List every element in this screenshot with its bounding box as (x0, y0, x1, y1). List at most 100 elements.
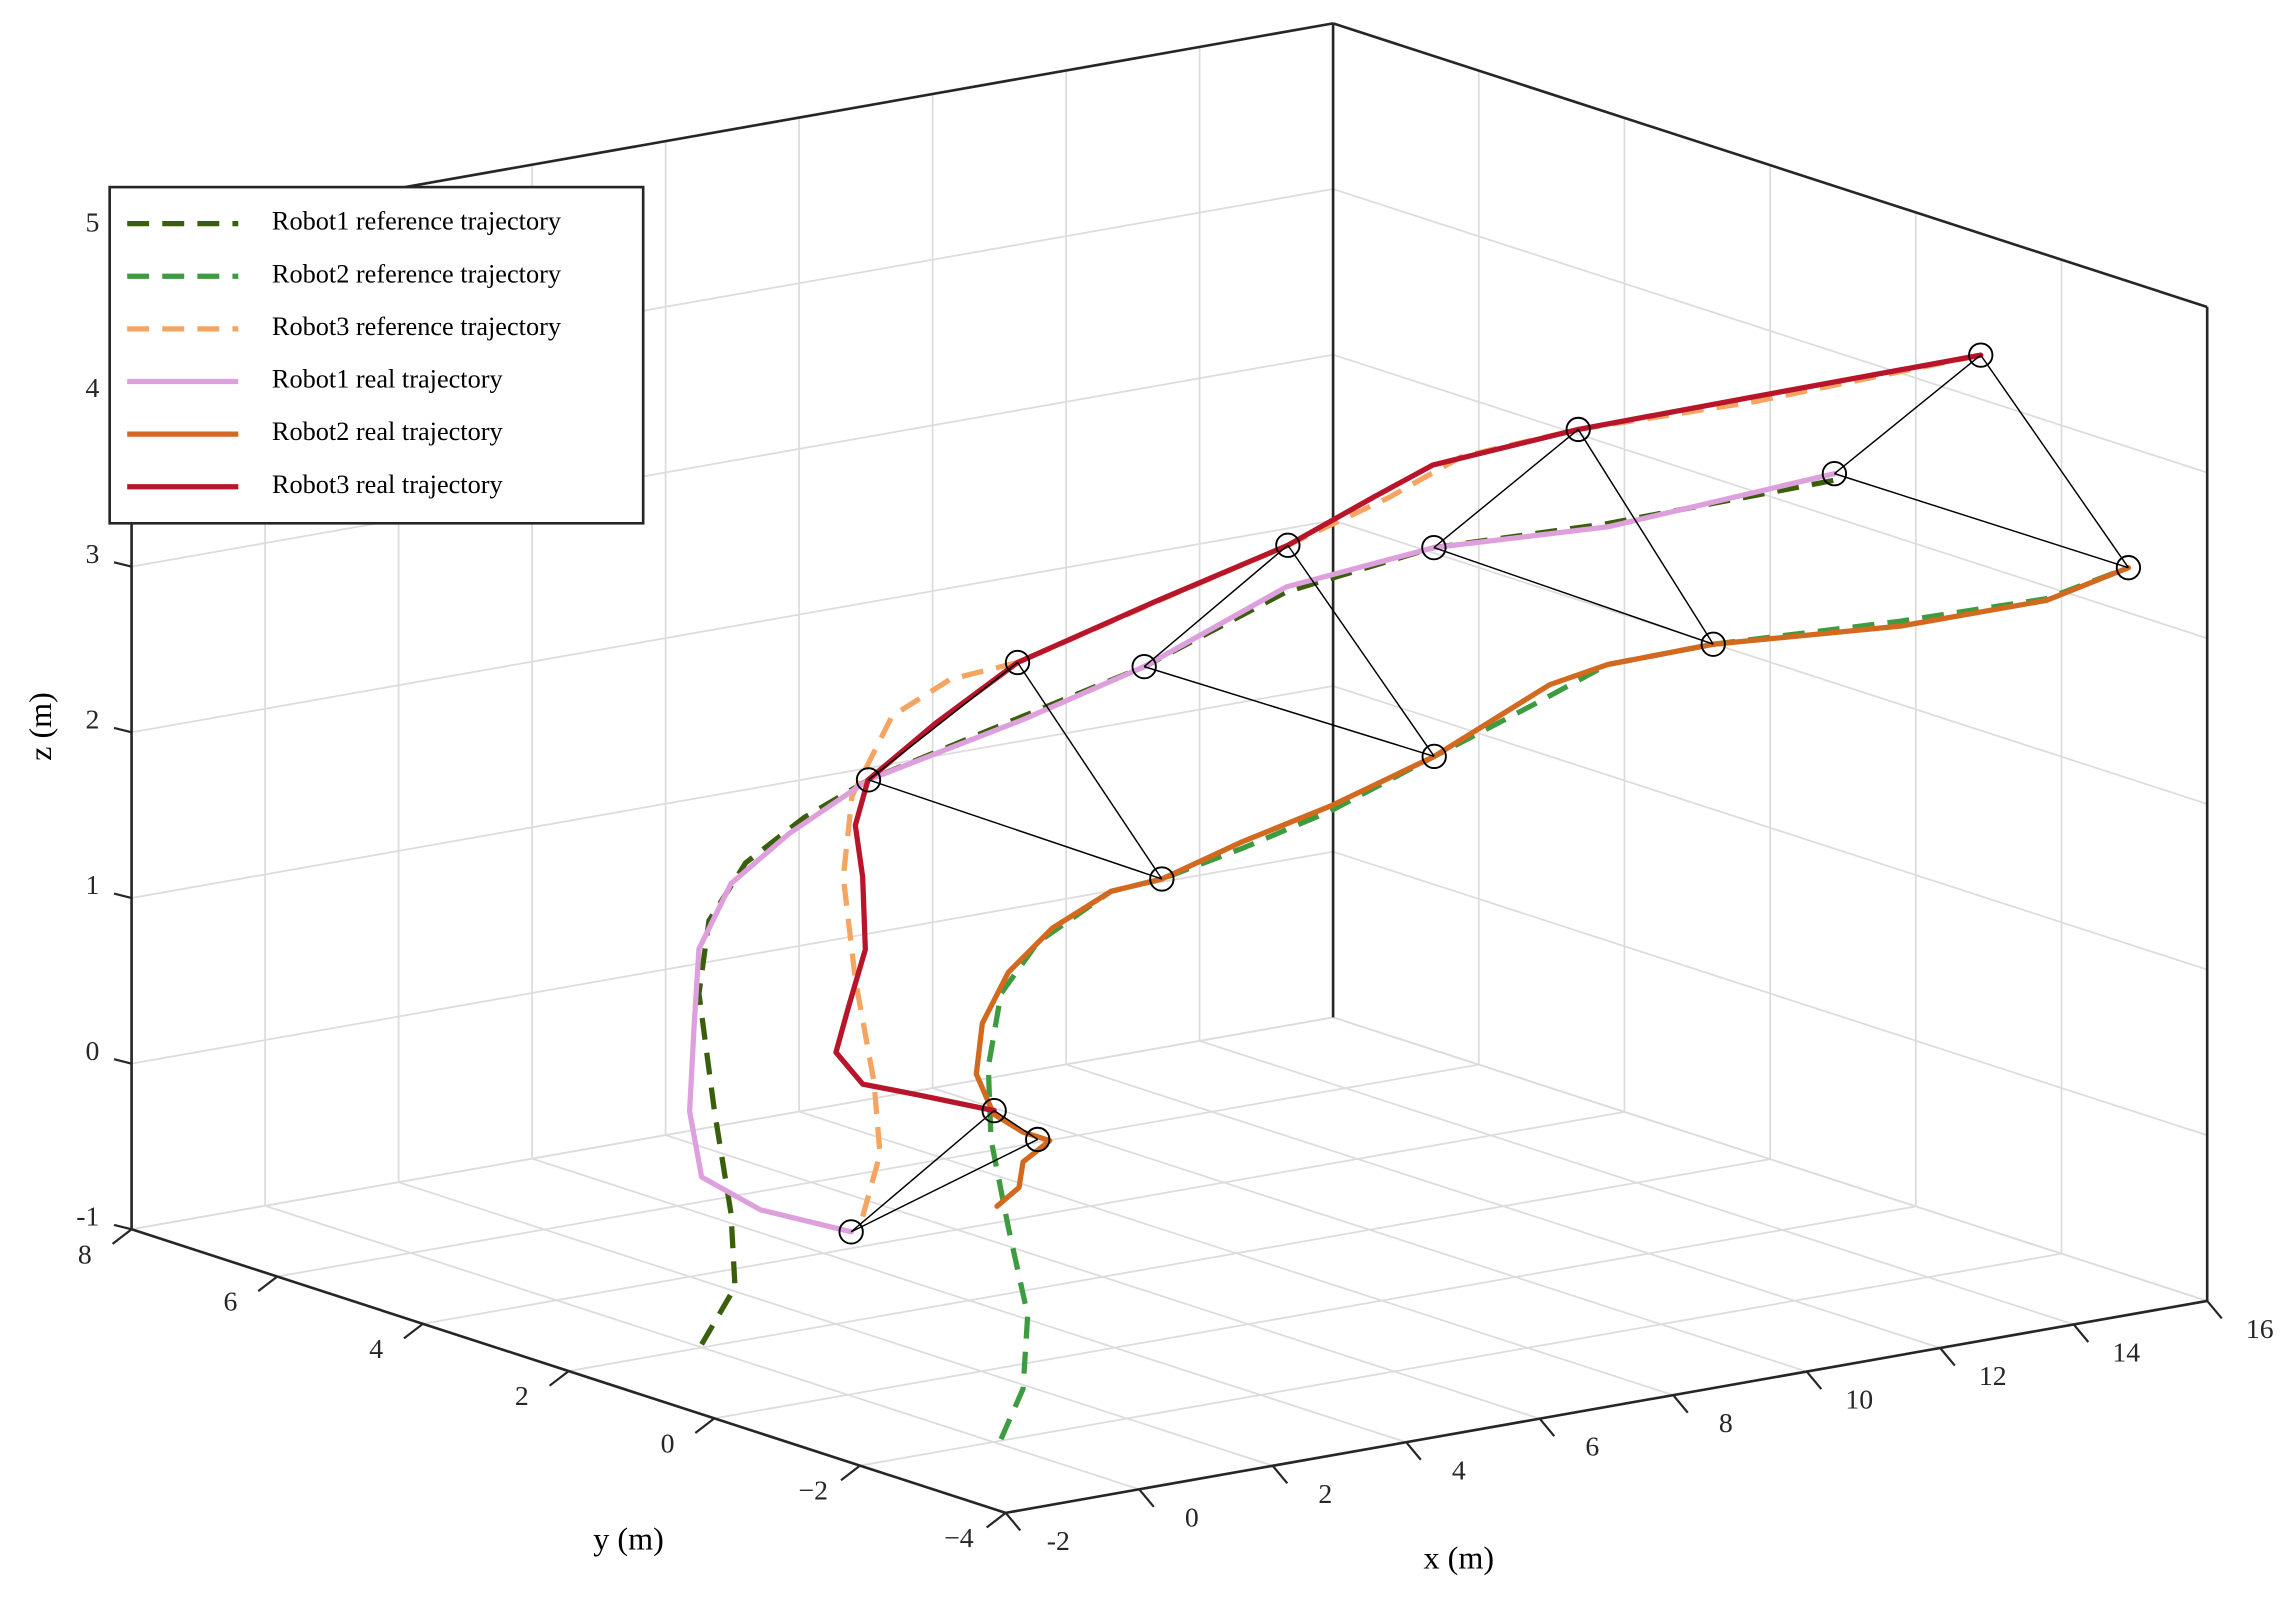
z-tick-label: -1 (76, 1201, 99, 1232)
robot-marker (1700, 631, 1726, 657)
x-tick (1138, 1488, 1155, 1508)
robot-marker (855, 767, 882, 793)
z-tick-label: 4 (86, 373, 100, 404)
trajectory-line (985, 565, 2130, 1441)
legend-label: Robot3 reference trajectory (272, 312, 562, 341)
z-tick-label: 5 (86, 207, 100, 238)
x-tick (1939, 1347, 1956, 1367)
z-tick (113, 1223, 132, 1231)
grid-line (131, 353, 1334, 568)
y-tick (986, 1511, 1007, 1529)
grid-line (1332, 685, 2208, 971)
z-tick-label: 3 (86, 539, 100, 570)
y-axis-label: y (m) (593, 1520, 664, 1556)
x-tick-label: 8 (1719, 1408, 1733, 1439)
grid-line (568, 1158, 1771, 1372)
x-tick-label: -2 (1047, 1526, 1070, 1557)
formation-link (993, 1110, 1039, 1141)
y-tick (257, 1275, 278, 1293)
x-tick-label: 4 (1452, 1455, 1466, 1486)
robot-marker (1421, 743, 1447, 770)
legend-label: Robot3 real trajectory (272, 470, 504, 499)
grid-line (859, 1252, 2062, 1467)
grid-line (1332, 1016, 2208, 1302)
grid-line (131, 685, 1334, 899)
formation-link (1143, 544, 1289, 668)
grid-line (422, 1111, 1625, 1325)
x-tick (1004, 1512, 1022, 1532)
x-tick (1805, 1370, 1823, 1390)
formation-link (1287, 544, 1435, 757)
formation-link (850, 1110, 995, 1233)
trajectory-line (840, 352, 1982, 1218)
robot-marker (1004, 649, 1031, 676)
robot-marker (1421, 534, 1447, 561)
formation-link (1433, 428, 1579, 549)
formation-link (850, 1138, 1039, 1233)
robot-marker (1025, 1126, 1051, 1153)
z-tick-label: 2 (86, 704, 100, 735)
x-tick-label: 14 (2112, 1338, 2140, 1369)
formation-link (1833, 354, 1982, 475)
axis-line (131, 1228, 1007, 1515)
legend-label: Robot2 real trajectory (272, 417, 504, 446)
x-tick (1672, 1394, 1689, 1414)
y-tick-label: −4 (944, 1523, 974, 1554)
z-tick-label: 1 (86, 870, 100, 901)
y-tick-label: 6 (224, 1287, 238, 1318)
grid-line (1332, 850, 2208, 1137)
robot-marker (838, 1219, 864, 1245)
robot-marker (1565, 416, 1591, 443)
x-tick (1271, 1465, 1289, 1485)
y-tick (111, 1228, 133, 1245)
y-tick-label: 8 (78, 1239, 92, 1270)
z-tick (113, 561, 132, 568)
y-tick-label: 4 (369, 1334, 383, 1365)
robot-marker (1275, 532, 1301, 558)
x-tick (2072, 1323, 2090, 1343)
z-tick (113, 892, 132, 900)
legend-label: Robot1 real trajectory (272, 365, 504, 394)
grid-line (1332, 519, 2208, 805)
x-tick (1538, 1417, 1556, 1437)
z-tick (113, 1058, 132, 1065)
x-tick-label: 0 (1185, 1502, 1199, 1533)
robot-marker (1968, 342, 1994, 368)
y-tick-label: 0 (661, 1428, 675, 1459)
axis-line (1332, 22, 2208, 309)
robot-marker (2115, 555, 2142, 581)
formation-link (1433, 546, 1714, 645)
legend-box (108, 185, 645, 525)
z-axis-label: z (m) (22, 692, 58, 761)
legend: Robot1 reference trajectory Robot2 refere… (108, 185, 645, 525)
x-tick-label: 6 (1585, 1432, 1599, 1463)
x-tick-label: 12 (1979, 1361, 2007, 1392)
formation-link (1143, 665, 1435, 758)
z-tick (113, 726, 132, 734)
formation-link (868, 779, 1163, 880)
y-tick (694, 1417, 715, 1434)
grid-line (131, 1016, 1334, 1231)
grid-line (1332, 188, 2208, 474)
y-tick-label: −2 (798, 1476, 828, 1507)
grid-line (131, 519, 1334, 734)
trajectory-line (696, 477, 1835, 1346)
x-tick-label: 2 (1318, 1479, 1332, 1510)
formation-link (868, 661, 1018, 781)
plot-area (686, 342, 2142, 1441)
formation-link (1577, 429, 1714, 645)
grid-line (714, 1205, 1916, 1420)
robot-marker (1821, 460, 1848, 487)
axis-line (1005, 1299, 2208, 1515)
robot-marker (1149, 866, 1175, 892)
y-tick (403, 1322, 424, 1340)
trajectory-line (833, 352, 1984, 1114)
robot-marker (1131, 653, 1157, 680)
x-tick-label: 16 (2246, 1314, 2274, 1345)
robot-marker (981, 1097, 1007, 1124)
formation-link (1980, 354, 2130, 569)
y-tick (840, 1464, 861, 1482)
